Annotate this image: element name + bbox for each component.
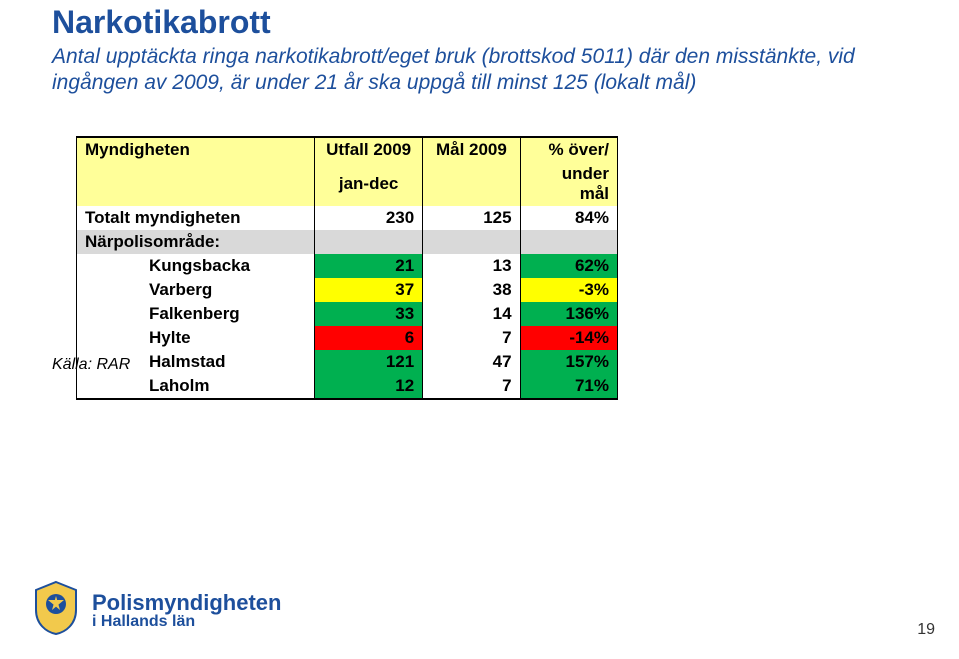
total-row: Totalt myndigheten 230 125 84%: [77, 206, 618, 230]
row-mal: 13: [423, 254, 520, 278]
row-label: Laholm: [77, 374, 315, 399]
footer-text: Polismyndigheten i Hallands län: [92, 592, 281, 630]
footer-line2: i Hallands län: [92, 614, 281, 630]
row-label: Varberg: [77, 278, 315, 302]
total-label: Totalt myndigheten: [77, 206, 315, 230]
row-pct: -3%: [520, 278, 617, 302]
page-number: 19: [917, 621, 935, 639]
row-mal: 47: [423, 350, 520, 374]
row-pct: 71%: [520, 374, 617, 399]
row-pct: 136%: [520, 302, 617, 326]
th-myndigheten: Myndigheten: [77, 137, 315, 162]
row-utfall: 12: [315, 374, 423, 399]
table-row: Hylte67-14%: [77, 326, 618, 350]
table-row: Halmstad12147157%: [77, 350, 618, 374]
data-table: Myndigheten Utfall 2009 Mål 2009 % över/…: [76, 136, 618, 400]
table-row: Laholm12771%: [77, 374, 618, 399]
row-label: Kungsbacka: [77, 254, 315, 278]
th-utfall-l2: jan-dec: [315, 162, 423, 206]
th-pct-l2: under mål: [520, 162, 617, 206]
section-c3: [423, 230, 520, 254]
row-utfall: 33: [315, 302, 423, 326]
data-table-container: Myndigheten Utfall 2009 Mål 2009 % över/…: [76, 136, 618, 400]
page-subtitle: Antal upptäckta ringa narkotikabrott/ege…: [52, 44, 902, 97]
section-row: Närpolisområde:: [77, 230, 618, 254]
row-pct: 62%: [520, 254, 617, 278]
th-blank2: [423, 162, 520, 206]
table-row: Falkenberg3314136%: [77, 302, 618, 326]
table-row: Varberg3738-3%: [77, 278, 618, 302]
footer-line1: Polismyndigheten: [92, 592, 281, 614]
page-title: Narkotikabrott: [52, 4, 271, 41]
total-pct: 84%: [520, 206, 617, 230]
row-utfall: 121: [315, 350, 423, 374]
section-c4: [520, 230, 617, 254]
police-badge-icon: [30, 580, 82, 641]
total-utfall: 230: [315, 206, 423, 230]
row-mal: 14: [423, 302, 520, 326]
row-mal: 7: [423, 374, 520, 399]
row-mal: 38: [423, 278, 520, 302]
section-c2: [315, 230, 423, 254]
th-pct-l1: % över/: [520, 137, 617, 162]
th-utfall: Utfall 2009: [315, 137, 423, 162]
row-pct: 157%: [520, 350, 617, 374]
row-utfall: 21: [315, 254, 423, 278]
total-mal: 125: [423, 206, 520, 230]
table-row: Kungsbacka211362%: [77, 254, 618, 278]
row-label: Falkenberg: [77, 302, 315, 326]
row-utfall: 6: [315, 326, 423, 350]
table-body: Totalt myndigheten 230 125 84% Närpoliso…: [77, 206, 618, 399]
section-label: Närpolisområde:: [77, 230, 315, 254]
row-label: Hylte: [77, 326, 315, 350]
row-pct: -14%: [520, 326, 617, 350]
th-mal: Mål 2009: [423, 137, 520, 162]
footer-logo: Polismyndigheten i Hallands län: [30, 580, 281, 641]
row-utfall: 37: [315, 278, 423, 302]
source-label: Källa: RAR: [52, 356, 130, 374]
row-mal: 7: [423, 326, 520, 350]
th-blank1: [77, 162, 315, 206]
